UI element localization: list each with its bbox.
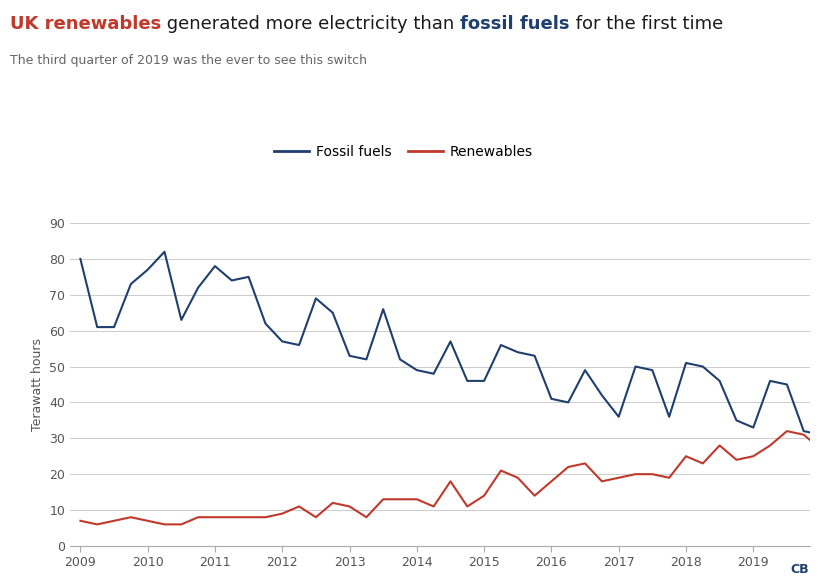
Text: generated more electricity than: generated more electricity than [161,15,460,33]
Text: CB: CB [790,564,809,576]
Text: for the first time: for the first time [570,15,723,33]
Text: The third quarter of 2019 was the ever to see this switch: The third quarter of 2019 was the ever t… [10,54,367,67]
Text: fossil fuels: fossil fuels [460,15,570,33]
Legend: Fossil fuels, Renewables: Fossil fuels, Renewables [269,140,538,165]
Text: UK renewables: UK renewables [10,15,161,33]
Y-axis label: Terawatt hours: Terawatt hours [31,338,44,431]
